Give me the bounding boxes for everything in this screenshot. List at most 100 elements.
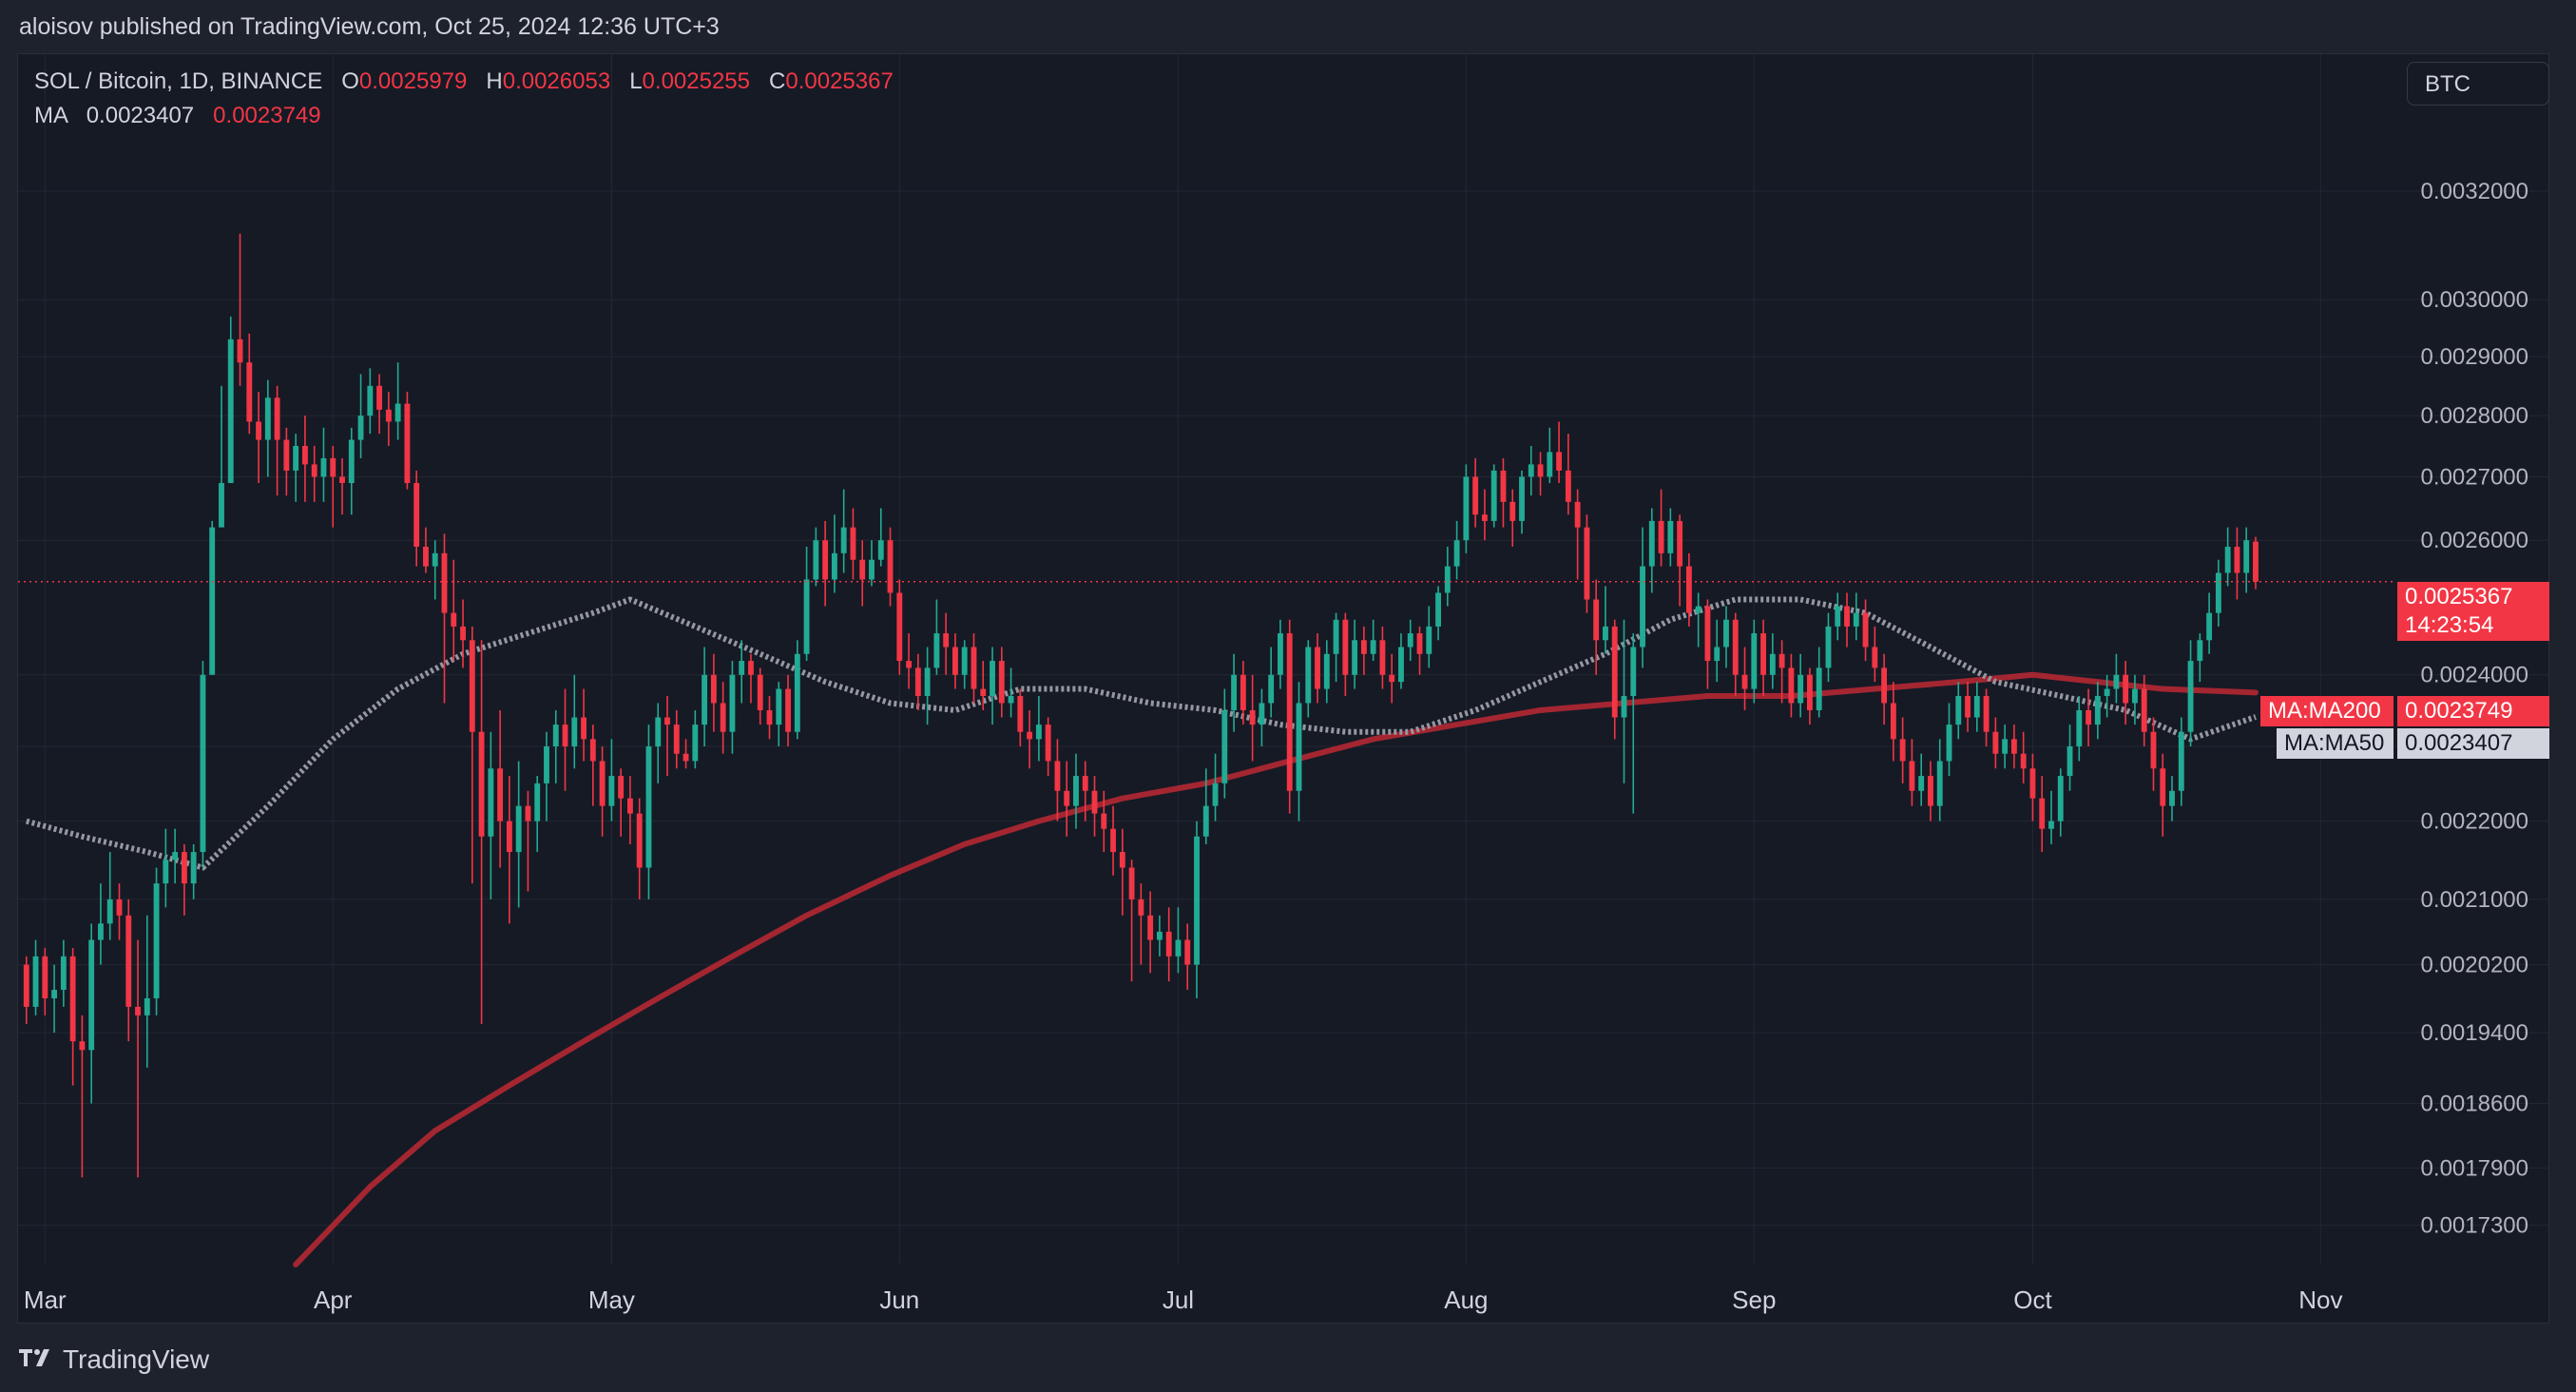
candle-body xyxy=(42,956,48,998)
candle xyxy=(2206,592,2213,654)
candle xyxy=(702,647,708,747)
footer-brand[interactable]: TradingView xyxy=(17,1341,209,1379)
candle-body xyxy=(1537,464,1544,477)
candle xyxy=(264,379,271,477)
candle-body xyxy=(1212,783,1219,806)
ma-indicator-label[interactable]: MA xyxy=(34,103,67,128)
candle xyxy=(1825,612,1832,683)
candle xyxy=(1426,606,1432,668)
candle xyxy=(451,559,457,662)
candle xyxy=(1128,860,1135,982)
candle xyxy=(720,682,726,754)
candle-body xyxy=(2048,821,2054,829)
open-value: 0.0025979 xyxy=(358,68,468,94)
candle-body xyxy=(664,717,670,725)
candle xyxy=(1240,661,1246,725)
x-tick-label: Jul xyxy=(1163,1286,1194,1314)
candle-body xyxy=(181,852,187,884)
candle xyxy=(301,416,308,502)
currency-button[interactable]: BTC xyxy=(2407,62,2549,106)
candle-body xyxy=(301,446,308,465)
x-tick-label: Sep xyxy=(1732,1286,1776,1314)
chart-legend: SOL / Bitcoin, 1D, BINANCE O0.0025979 H0… xyxy=(34,65,894,133)
candle-body xyxy=(2224,547,2231,573)
candle xyxy=(376,374,383,435)
candle-body xyxy=(1073,776,1079,806)
candle xyxy=(1435,586,1441,641)
candle xyxy=(1453,520,1460,580)
candle xyxy=(813,527,819,587)
candle-body xyxy=(1426,626,1432,654)
high-label: H xyxy=(486,68,503,94)
candle xyxy=(1844,592,1850,648)
candle xyxy=(293,434,299,502)
candle-body xyxy=(367,385,374,416)
candle-body xyxy=(1156,931,1163,940)
candle-body xyxy=(1714,647,1721,662)
candle xyxy=(1221,688,1228,799)
candle xyxy=(1175,907,1182,974)
candle-body xyxy=(645,746,652,868)
candle-body xyxy=(451,612,457,627)
candle-body xyxy=(293,446,299,471)
candle xyxy=(237,233,243,386)
candle xyxy=(2076,695,2083,762)
candle-body xyxy=(877,540,884,560)
candle-body xyxy=(673,725,680,754)
candle-body xyxy=(1816,667,1822,710)
candle-body xyxy=(1278,633,1283,675)
candle xyxy=(933,599,940,675)
candle-body xyxy=(1194,836,1200,965)
time-axis: Mar Apr May Jun Jul Aug Sep Oct Nov xyxy=(24,1286,2343,1314)
candle xyxy=(626,776,633,844)
candle-body xyxy=(311,464,317,477)
candle xyxy=(1918,753,1925,806)
candle xyxy=(163,828,169,908)
y-tick-label: 0.0019400 xyxy=(2421,1020,2528,1046)
candle xyxy=(1305,640,1312,718)
candle xyxy=(42,948,48,1015)
candle-body xyxy=(2187,661,2194,732)
candle-body xyxy=(2123,674,2129,704)
candle-body xyxy=(237,338,243,363)
candle-body xyxy=(1017,695,1024,732)
candle-body xyxy=(924,667,931,696)
candle xyxy=(1268,647,1275,718)
candle-body xyxy=(1481,514,1488,521)
candle-body xyxy=(1323,653,1330,689)
low-label: L xyxy=(629,68,643,94)
candle xyxy=(98,883,104,965)
candle-body xyxy=(106,899,113,924)
candle-body xyxy=(840,527,847,553)
candle xyxy=(1389,653,1395,704)
candle-body xyxy=(785,688,791,732)
low-value: 0.0025255 xyxy=(642,68,750,94)
candle-body xyxy=(618,776,625,799)
candle-body xyxy=(227,338,234,484)
candle-body xyxy=(2086,709,2092,725)
candle-body xyxy=(2253,541,2259,582)
candle-body xyxy=(1091,790,1098,814)
symbol-title[interactable]: SOL / Bitcoin, 1D, BINANCE xyxy=(34,68,323,94)
candle-body xyxy=(1992,731,1999,754)
candle-body xyxy=(1398,647,1404,683)
candle xyxy=(1138,883,1144,965)
candle-body xyxy=(330,457,336,477)
candle-body xyxy=(1035,725,1042,740)
candle xyxy=(172,828,179,884)
candle-body xyxy=(1138,899,1144,916)
candle xyxy=(1862,599,1869,662)
candle-body xyxy=(952,647,958,675)
candle xyxy=(135,939,141,1178)
candle-body xyxy=(1788,667,1795,704)
candle xyxy=(636,798,643,899)
candle xyxy=(506,776,512,924)
candle-body xyxy=(2197,640,2203,662)
ma200-value: 0.0023749 xyxy=(213,103,321,128)
candle-body xyxy=(219,483,224,528)
candle xyxy=(227,316,234,484)
candle-body xyxy=(710,674,717,704)
candle-body xyxy=(1119,852,1125,868)
candle-body xyxy=(32,956,39,1007)
